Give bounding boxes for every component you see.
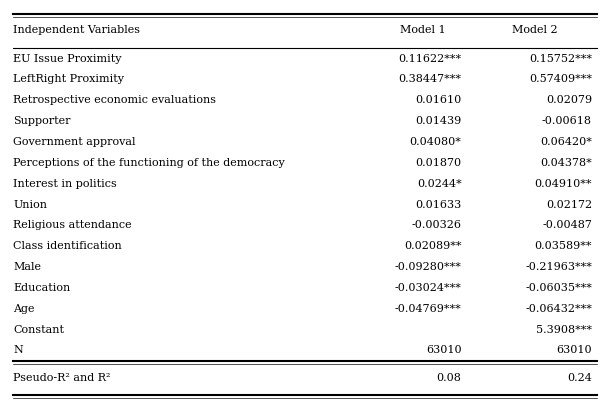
Text: 0.57409***: 0.57409*** <box>529 75 592 84</box>
Text: 0.01633: 0.01633 <box>415 200 462 209</box>
Text: 5.3908***: 5.3908*** <box>536 325 592 334</box>
Text: Model 2: Model 2 <box>512 25 557 35</box>
Text: Constant: Constant <box>13 325 65 334</box>
Text: Supporter: Supporter <box>13 116 71 126</box>
Text: -0.00326: -0.00326 <box>412 221 462 230</box>
Text: -0.06035***: -0.06035*** <box>525 283 592 293</box>
Text: Male: Male <box>13 262 41 272</box>
Text: Class identification: Class identification <box>13 241 122 251</box>
Text: Perceptions of the functioning of the democracy: Perceptions of the functioning of the de… <box>13 158 285 168</box>
Text: Pseudo-R² and R²: Pseudo-R² and R² <box>13 373 111 383</box>
Text: -0.00618: -0.00618 <box>542 116 592 126</box>
Text: -0.03024***: -0.03024*** <box>395 283 462 293</box>
Text: N: N <box>13 346 23 355</box>
Text: 0.04910**: 0.04910** <box>535 179 592 188</box>
Text: 63010: 63010 <box>426 346 462 355</box>
Text: Age: Age <box>13 304 35 314</box>
Text: 0.15752***: 0.15752*** <box>529 54 592 63</box>
Text: 0.06420*: 0.06420* <box>540 137 592 147</box>
Text: Education: Education <box>13 283 71 293</box>
Text: 0.01870: 0.01870 <box>415 158 462 168</box>
Text: -0.04769***: -0.04769*** <box>395 304 462 314</box>
Text: -0.06432***: -0.06432*** <box>525 304 592 314</box>
Text: 0.02089**: 0.02089** <box>404 241 462 251</box>
Text: -0.21963***: -0.21963*** <box>525 262 592 272</box>
Text: 0.03589**: 0.03589** <box>535 241 592 251</box>
Text: LeftRight Proximity: LeftRight Proximity <box>13 75 124 84</box>
Text: EU Issue Proximity: EU Issue Proximity <box>13 54 122 63</box>
Text: 0.04378*: 0.04378* <box>540 158 592 168</box>
Text: 0.01610: 0.01610 <box>415 95 462 105</box>
Text: 0.01439: 0.01439 <box>415 116 462 126</box>
Text: 0.11622***: 0.11622*** <box>398 54 462 63</box>
Text: 0.02079: 0.02079 <box>546 95 592 105</box>
Text: 0.38447***: 0.38447*** <box>399 75 462 84</box>
Text: 0.08: 0.08 <box>437 373 462 383</box>
Text: 0.02172: 0.02172 <box>546 200 592 209</box>
Text: Interest in politics: Interest in politics <box>13 179 117 188</box>
Text: 0.04080*: 0.04080* <box>410 137 462 147</box>
Text: 0.24: 0.24 <box>567 373 592 383</box>
Text: 63010: 63010 <box>557 346 592 355</box>
Text: 0.0244*: 0.0244* <box>417 179 462 188</box>
Text: Independent Variables: Independent Variables <box>13 25 141 35</box>
Text: Retrospective economic evaluations: Retrospective economic evaluations <box>13 95 216 105</box>
Text: Government approval: Government approval <box>13 137 136 147</box>
Text: -0.00487: -0.00487 <box>542 221 592 230</box>
Text: Model 1: Model 1 <box>401 25 446 35</box>
Text: Union: Union <box>13 200 48 209</box>
Text: -0.09280***: -0.09280*** <box>395 262 462 272</box>
Text: Religious attendance: Religious attendance <box>13 221 132 230</box>
